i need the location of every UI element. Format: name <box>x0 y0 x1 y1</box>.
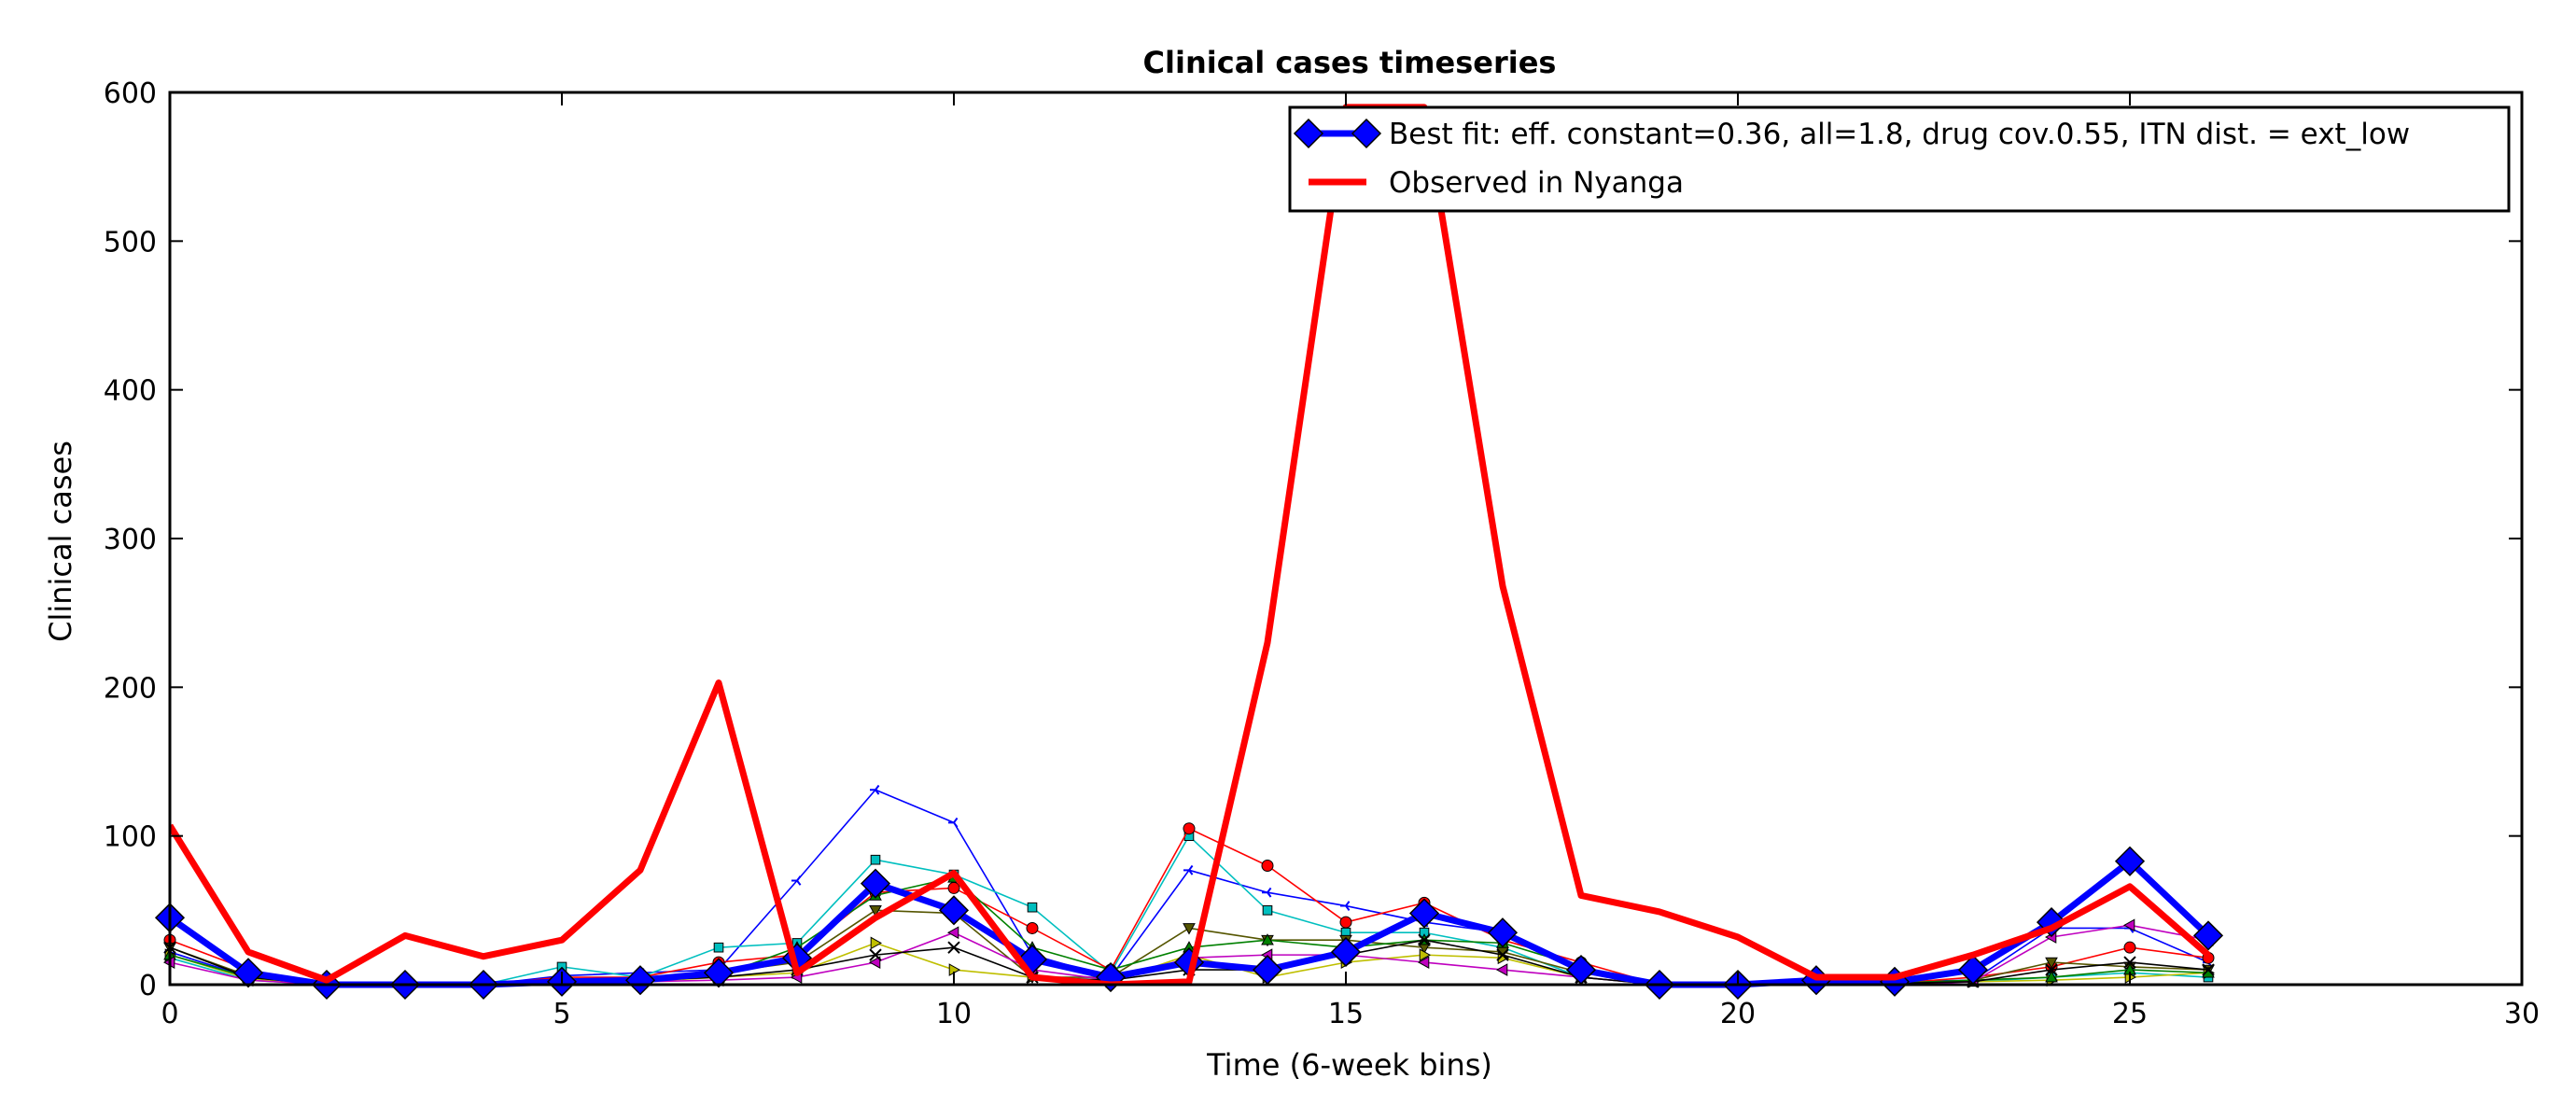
legend-best-fit-marker-a <box>1293 118 1324 149</box>
axes-frame <box>168 91 2524 987</box>
data-point-2-10 <box>948 817 959 828</box>
y-axis-label: Clinical cases <box>43 441 78 642</box>
data-point-9-17 <box>1496 948 1509 961</box>
x-tick-label-25: 25 <box>2112 998 2148 1030</box>
best-fit-point-7 <box>703 958 735 988</box>
data-point-6-16 <box>1419 948 1432 961</box>
x-tick-label-15: 15 <box>1328 998 1364 1030</box>
y-tick-label-200: 200 <box>104 672 157 705</box>
data-point-4-10 <box>947 881 960 894</box>
legend-best-fit-marker-b <box>1351 118 1382 149</box>
legend-label-observed: Observed in Nyanga <box>1389 166 1684 200</box>
data-point-9-24 <box>2045 963 2058 976</box>
data-point-9-26 <box>2202 963 2215 976</box>
x-tick-label-20: 20 <box>1720 998 1756 1030</box>
y-tick-label-100: 100 <box>104 821 157 854</box>
y-tick-label-0: 0 <box>139 970 157 1002</box>
data-point-9-9 <box>869 948 882 961</box>
data-point-4-15 <box>1339 916 1352 929</box>
data-point-2-14 <box>1262 887 1272 898</box>
data-point-3-7 <box>713 942 724 953</box>
data-point-9-25 <box>2123 956 2136 969</box>
data-point-8-16 <box>1417 956 1430 969</box>
data-point-5-24 <box>2045 957 2058 970</box>
best-fit-point-1 <box>232 958 264 988</box>
data-point-3-11 <box>1027 902 1038 913</box>
data-point-4-11 <box>1026 921 1039 934</box>
data-point-4-14 <box>1261 860 1274 873</box>
data-point-2-9 <box>870 784 880 795</box>
x-axis-label: Time (6-week bins) <box>1206 1047 1492 1083</box>
data-point-7-24 <box>2045 971 2058 983</box>
data-point-6-9 <box>870 936 883 950</box>
data-point-5-9 <box>869 905 882 917</box>
y-tick-label-500: 500 <box>104 226 157 259</box>
best-fit-point-16 <box>1408 898 1440 929</box>
chart-title: Clinical cases timeseries <box>1143 45 1557 80</box>
data-point-2-8 <box>791 875 802 886</box>
y-tick-label-600: 600 <box>104 77 157 110</box>
x-tick-label-10: 10 <box>936 998 972 1030</box>
legend: Best fit: eff. constant=0.36, all=1.8, d… <box>1288 105 2511 213</box>
best-fit-point-9 <box>860 868 891 899</box>
best-fit-point-14 <box>1252 955 1283 986</box>
best-fit-point-25 <box>2114 846 2146 876</box>
data-point-5-13 <box>1183 923 1196 935</box>
best-fit-point-26 <box>2192 920 2224 951</box>
best-fit-point-10 <box>938 895 970 926</box>
data-point-8-17 <box>1495 963 1508 976</box>
legend-label-best-fit: Best fit: eff. constant=0.36, all=1.8, d… <box>1389 118 2410 151</box>
data-point-4-25 <box>2123 941 2136 954</box>
data-point-2-13 <box>1183 864 1194 875</box>
data-point-7-14 <box>1261 933 1274 945</box>
y-tick-label-400: 400 <box>104 375 157 408</box>
data-point-8-10 <box>946 926 959 940</box>
best-fit-point-17 <box>1487 917 1519 948</box>
data-point-2-15 <box>1340 901 1351 911</box>
legend-box <box>1288 105 2511 213</box>
data-point-4-13 <box>1183 822 1196 835</box>
x-tick-label-0: 0 <box>161 998 178 1030</box>
data-point-8-9 <box>868 956 881 969</box>
data-point-8-25 <box>2122 918 2135 932</box>
data-point-3-16 <box>1419 927 1430 938</box>
x-tick-label-5: 5 <box>553 998 570 1030</box>
data-point-9-16 <box>1418 933 1431 946</box>
observed-line <box>170 104 2211 985</box>
data-point-9-10 <box>947 941 960 954</box>
data-point-3-14 <box>1262 905 1273 916</box>
best-fit-point-15 <box>1330 936 1362 968</box>
x-tick-label-30: 30 <box>2504 998 2540 1030</box>
best-fit-point-6 <box>624 965 656 996</box>
y-tick-label-300: 300 <box>104 524 157 556</box>
data-point-3-9 <box>870 854 881 865</box>
